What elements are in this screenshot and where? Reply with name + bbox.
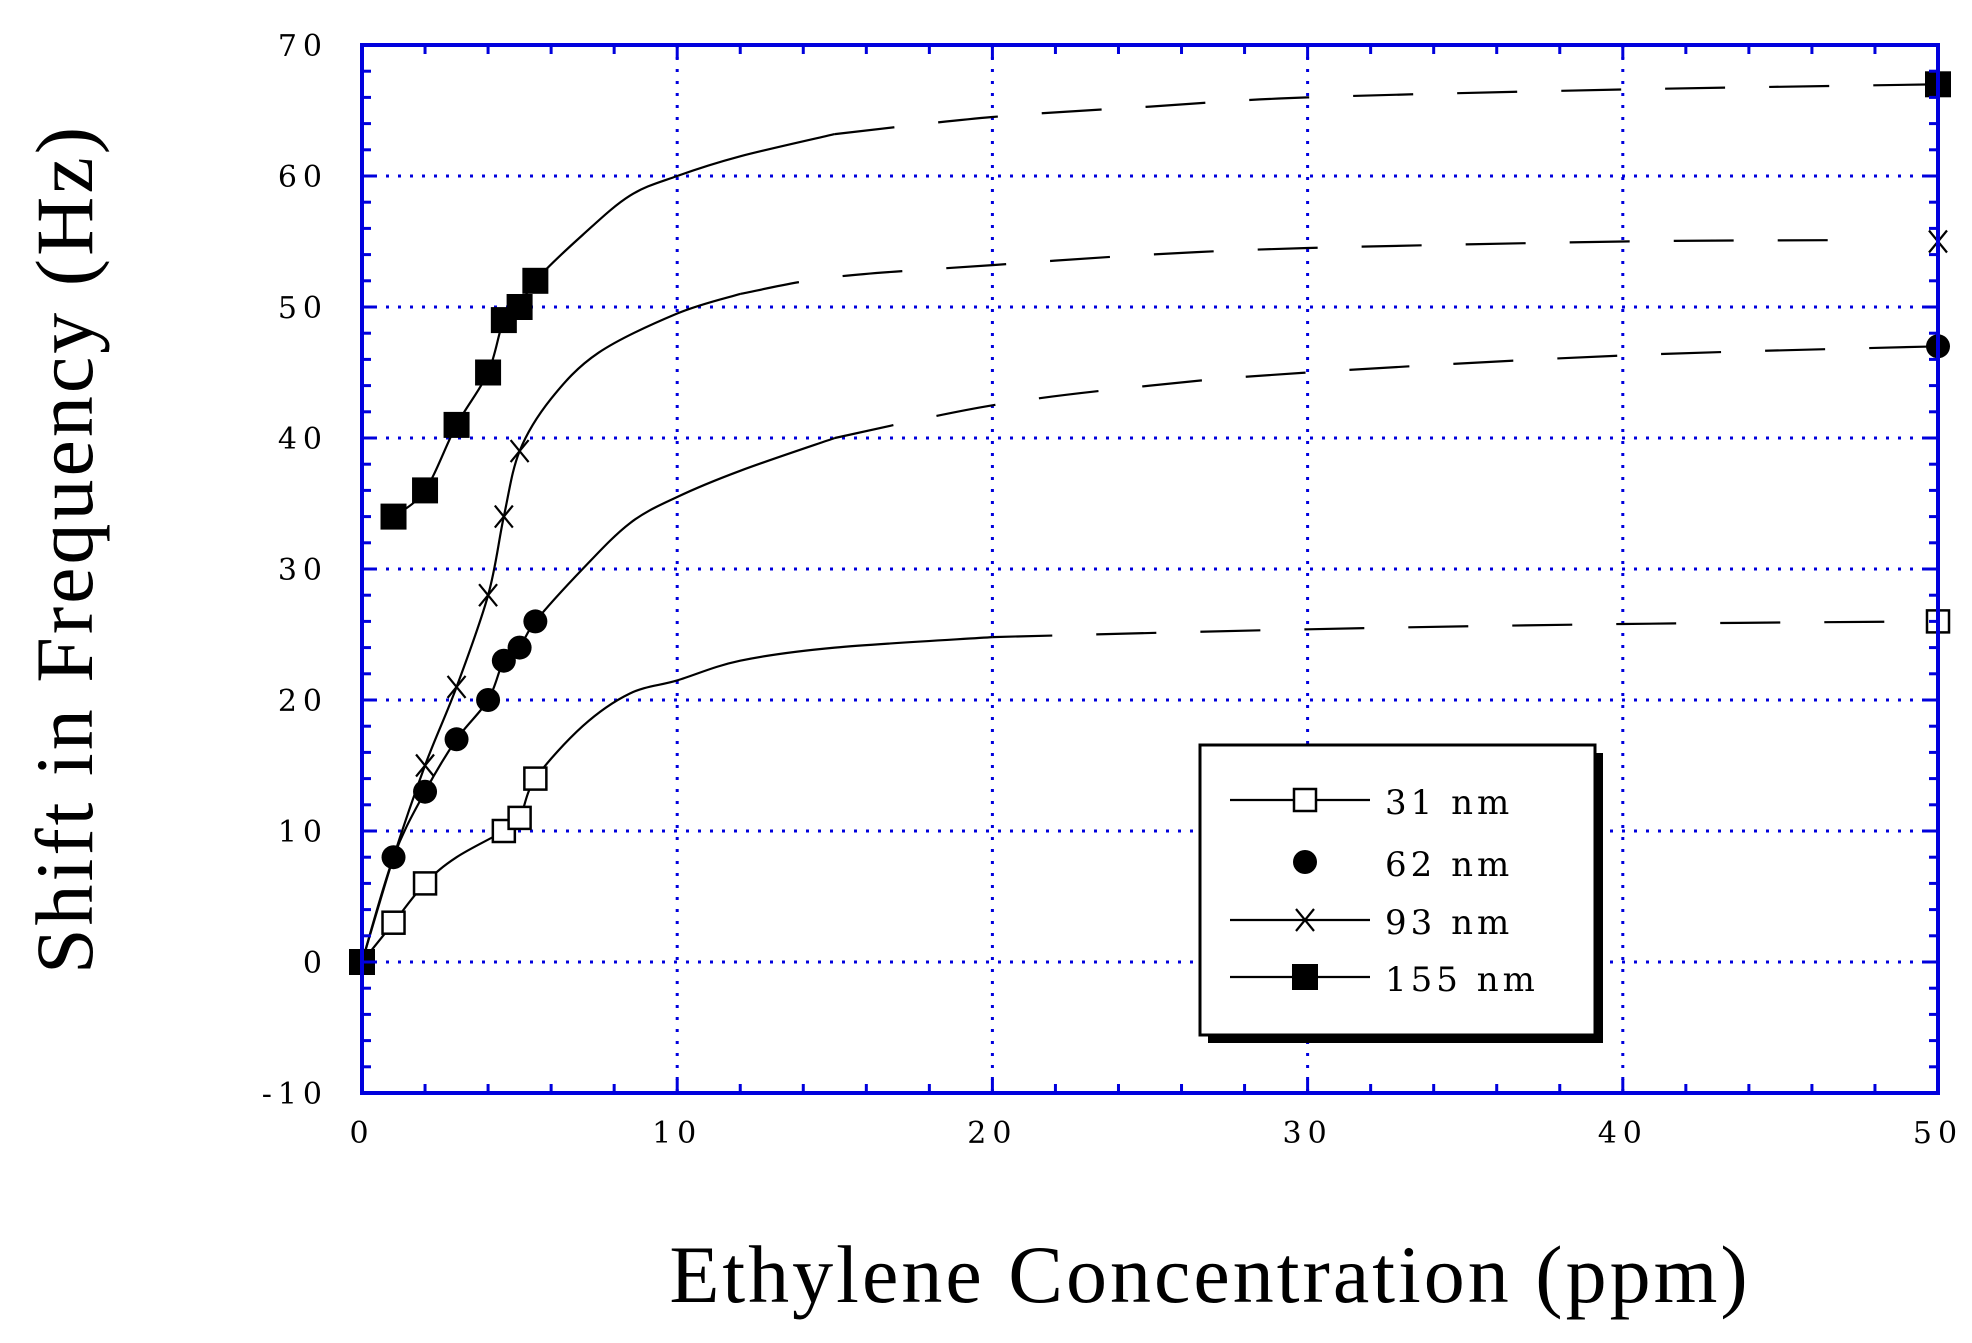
legend-label: 155 nm (1385, 960, 1539, 1000)
series-line-dashed-0 (992, 620, 1939, 639)
legend-marker (1292, 787, 1318, 813)
plot-area-frame (360, 43, 1940, 1095)
series-line-dashed-3 (834, 83, 1939, 136)
x-tick-label: 40 (1598, 1116, 1648, 1151)
data-point-series-3 (506, 294, 533, 320)
y-tick-label: 70 (278, 29, 328, 64)
series-markers (349, 71, 1951, 975)
data-point-series-1 (444, 727, 469, 752)
legend-marker (1293, 850, 1317, 874)
data-point-series-3 (475, 359, 502, 386)
y-tick-label: 40 (278, 422, 328, 457)
legend-box (1198, 743, 1597, 1037)
tick-labels: 0 10 20 30 40 50 -10 0 10 20 30 40 50 60 70 (262, 29, 1963, 1151)
x-tick-label: 10 (652, 1116, 702, 1151)
legend-label: 93 nm (1385, 903, 1513, 943)
series-line-solid-2 (360, 292, 741, 963)
legend-marker (1292, 964, 1318, 990)
series-line-solid-3 (392, 133, 836, 518)
cross-stroke (446, 675, 467, 699)
x-tick-label: 20 (967, 1116, 1017, 1151)
grid (362, 45, 1938, 1093)
legend-label: 31 nm (1385, 783, 1513, 823)
data-point-series-3 (522, 267, 549, 294)
axis-ticks (360, 43, 1940, 1095)
series-curves (360, 83, 1939, 963)
x-tick-label: 50 (1913, 1116, 1963, 1151)
data-point-series-2 (478, 583, 498, 607)
legend-label: 62 nm (1385, 845, 1513, 885)
x-axis-title: Ethylene Concentration (ppm) (669, 1229, 1750, 1320)
data-point-series-2 (493, 504, 514, 529)
series-line-dashed-2 (740, 239, 1828, 295)
y-tick-label: -10 (262, 1077, 328, 1112)
cross-stroke (478, 583, 498, 607)
data-point-series-1 (523, 609, 548, 634)
data-point-series-2 (415, 753, 435, 778)
cross-stroke (415, 753, 435, 778)
data-point-series-1 (476, 688, 501, 712)
legend-marker (1295, 908, 1315, 932)
y-tick-label: 60 (278, 160, 328, 195)
series-line-dashed-1 (834, 345, 1939, 440)
data-point-series-2 (446, 675, 467, 699)
y-tick-label: 10 (278, 815, 328, 850)
x-tick-label: 0 (349, 1116, 374, 1151)
y-tick-label: 30 (278, 553, 328, 588)
data-point-series-2 (509, 439, 530, 463)
y-axis-title: Shift in Frequency (Hz) (19, 124, 110, 974)
data-point-series-0 (381, 910, 406, 935)
x-tick-label: 30 (1283, 1116, 1333, 1151)
data-point-series-0 (507, 805, 532, 831)
data-point-series-3 (380, 503, 407, 530)
data-point-series-3 (443, 411, 470, 438)
data-point-series-0 (523, 766, 548, 791)
cross-stroke (509, 439, 530, 463)
data-point-series-1 (491, 648, 516, 673)
data-point-series-1 (381, 845, 406, 870)
cross-stroke (1295, 908, 1315, 932)
data-point-series-0 (412, 871, 438, 896)
legend: 31 nm 62 nm 93 nm 155 nm (1198, 743, 1603, 1043)
data-point-series-1 (507, 635, 532, 660)
data-point-series-3 (412, 477, 439, 504)
y-tick-label: 0 (303, 946, 328, 981)
y-tick-label: 50 (278, 291, 328, 326)
data-point-series-1 (413, 779, 438, 804)
cross-stroke (493, 504, 514, 529)
y-tick-label: 20 (278, 684, 328, 719)
